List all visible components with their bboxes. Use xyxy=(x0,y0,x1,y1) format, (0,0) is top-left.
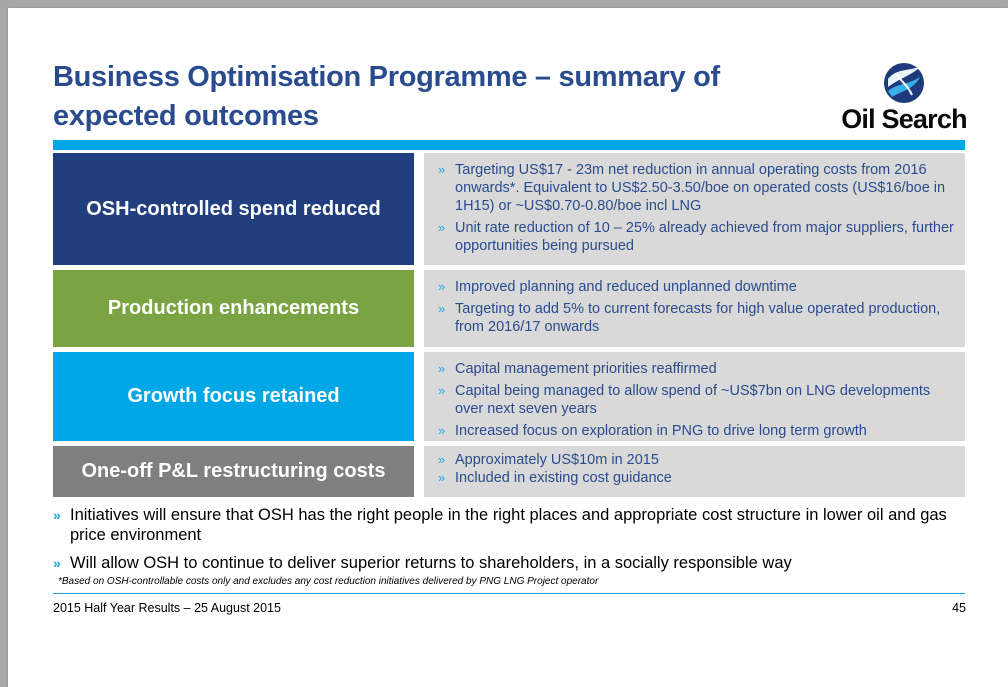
page-number: 45 xyxy=(952,601,966,615)
detail-text: Capital management priorities reaffirmed xyxy=(455,361,717,377)
outcome-details: » Approximately US$10m in 2015 » Included i… xyxy=(424,446,965,497)
footer-rule xyxy=(53,593,965,594)
detail-text: Included in existing cost guidance xyxy=(455,470,672,486)
chevron-double-right-icon: » xyxy=(438,383,446,398)
chevron-double-right-icon: » xyxy=(438,162,446,177)
summary-text: Will allow OSH to continue to deliver su… xyxy=(70,554,792,572)
oil-search-swirl-icon xyxy=(884,63,924,103)
title-rule xyxy=(53,140,965,150)
chevron-double-right-icon: » xyxy=(438,423,446,438)
outcome-label: OSH-controlled spend reduced xyxy=(53,153,414,265)
detail-text: Targeting US$17 - 23m net reduction in a… xyxy=(455,162,946,214)
chevron-double-right-icon: » xyxy=(438,301,446,316)
outcome-details: » Improved planning and reduced unplanned… xyxy=(424,270,965,347)
outcome-details: » Targeting US$17 - 23m net reduction in … xyxy=(424,153,965,265)
detail-bullet: » Capital being managed to allow spend of… xyxy=(438,382,955,418)
slide-title: Business Optimisation Programme – summar… xyxy=(53,61,720,132)
chevron-double-right-icon: » xyxy=(438,452,446,467)
summary-text: Initiatives will ensure that OSH has the… xyxy=(70,506,947,544)
outcome-label: Growth focus retained xyxy=(53,352,414,441)
detail-text: Targeting to add 5% to current forecasts… xyxy=(455,301,941,335)
detail-bullet: » Unit rate reduction of 10 – 25% already… xyxy=(438,219,955,255)
chevron-double-right-icon: » xyxy=(438,361,446,376)
detail-text: Increased focus on exploration in PNG to… xyxy=(455,423,867,439)
company-logo: Oil Search xyxy=(834,58,974,138)
outcome-details: » Capital management priorities reaffirme… xyxy=(424,352,965,441)
detail-text: Unit rate reduction of 10 – 25% already … xyxy=(455,220,954,254)
detail-bullet: » Capital management priorities reaffirme… xyxy=(438,360,955,378)
outcome-row-growth: Growth focus retained » Capital management… xyxy=(53,352,965,441)
detail-text: Approximately US$10m in 2015 xyxy=(455,452,659,468)
chevron-double-right-icon: » xyxy=(53,507,61,523)
detail-bullet: » Included in existing cost guidance xyxy=(438,469,955,487)
outcome-row-spend: OSH-controlled spend reduced » Targeting U… xyxy=(53,153,965,265)
summary-bullet: » Will allow OSH to continue to deliver … xyxy=(53,553,965,573)
outcome-label: Production enhancements xyxy=(53,270,414,347)
slide: Business Optimisation Programme – summar… xyxy=(8,8,1008,687)
footer-date: 2015 Half Year Results – 25 August 2015 xyxy=(53,601,281,615)
detail-bullet: » Increased focus on exploration in PNG t… xyxy=(438,422,955,440)
detail-bullet: » Approximately US$10m in 2015 xyxy=(438,451,955,469)
chevron-double-right-icon: » xyxy=(438,470,446,485)
footnote: *Based on OSH-controllable costs only an… xyxy=(58,576,599,587)
chevron-double-right-icon: » xyxy=(438,220,446,235)
detail-text: Capital being managed to allow spend of … xyxy=(455,383,931,417)
outcome-row-restructuring: One-off P&L restructuring costs » Approxim… xyxy=(53,446,965,497)
chevron-double-right-icon: » xyxy=(438,279,446,294)
detail-bullet: » Improved planning and reduced unplanned… xyxy=(438,278,955,296)
detail-bullet: » Targeting to add 5% to current forecast… xyxy=(438,300,955,336)
outcome-row-production: Production enhancements » Improved plannin… xyxy=(53,270,965,347)
summary-bullet: » Initiatives will ensure that OSH has t… xyxy=(53,505,965,545)
outcome-label: One-off P&L restructuring costs xyxy=(53,446,414,497)
logo-text: Oil Search xyxy=(841,104,967,134)
detail-bullet: » Targeting US$17 - 23m net reduction in … xyxy=(438,161,955,215)
chevron-double-right-icon: » xyxy=(53,555,61,571)
detail-text: Improved planning and reduced unplanned … xyxy=(455,279,797,295)
